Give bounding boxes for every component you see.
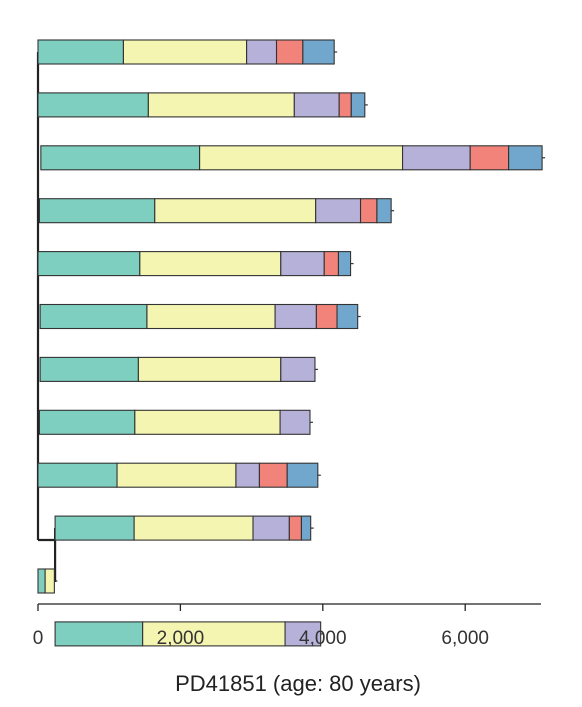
bar-5-segment-2	[139, 251, 282, 277]
bar-10-segment-3	[252, 515, 290, 541]
x-axis: 0 2,000 4,000 6,000	[33, 603, 541, 649]
bar-3-segment-2	[199, 145, 404, 171]
bar-6-segment-4	[315, 303, 338, 330]
bar-4-segment-5	[376, 198, 392, 224]
bar-11-segment-2	[44, 568, 55, 594]
bar-6-segment-1	[39, 303, 148, 330]
bar-6-segment-2	[146, 303, 276, 330]
bar-10	[54, 515, 314, 541]
bar-7	[39, 356, 318, 382]
bar-2-segment-4	[338, 92, 352, 118]
bar-1-segment-2	[122, 39, 248, 65]
bar-10-segment-4	[288, 515, 302, 541]
bar-8-segment-3	[279, 409, 311, 435]
bar-4-segment-2	[154, 198, 317, 224]
bar-7-segment-3	[280, 356, 316, 382]
bar-8-segment-2	[134, 409, 281, 435]
bar-3-segment-3	[401, 145, 471, 171]
bar-2-segment-2	[147, 92, 295, 118]
bar-9-segment-3	[235, 462, 260, 488]
bar-9-segment-2	[116, 462, 237, 488]
bar-11	[37, 568, 58, 594]
bar-5-segment-4	[323, 251, 340, 277]
bar-4-segment-1	[38, 198, 156, 224]
bar-2-segment-5	[350, 92, 366, 118]
bar-9-segment-5	[286, 462, 319, 488]
bar-1	[37, 39, 338, 65]
bar-1-segment-5	[302, 39, 335, 65]
bar-4-segment-3	[315, 198, 362, 224]
bar-2-segment-3	[293, 92, 340, 118]
bar-2-segment-1	[37, 92, 149, 118]
bar-3-segment-1	[40, 145, 201, 171]
x-axis-title: PD41851 (age: 80 years)	[175, 671, 421, 696]
bar-8-segment-1	[38, 409, 136, 435]
bar-11-segment-1	[37, 568, 46, 594]
bar-5	[37, 251, 354, 277]
x-tick-label-6000: 6,000	[441, 628, 489, 649]
bar-10-segment-5	[300, 515, 312, 541]
bar-3-segment-5	[508, 145, 543, 171]
bar-1-segment-4	[275, 39, 304, 65]
bar-12	[54, 621, 324, 647]
x-tick-label-2000: 2,000	[157, 628, 205, 649]
bars	[37, 39, 546, 647]
bar-9-segment-4	[258, 462, 288, 488]
bar-3-segment-4	[469, 145, 510, 171]
bar-9	[37, 462, 321, 488]
x-tick-label-4000: 4,000	[299, 628, 347, 649]
bar-8	[38, 409, 313, 435]
x-tick-label-0: 0	[33, 628, 44, 649]
bar-1-segment-1	[37, 39, 124, 65]
bar-12-segment-1	[54, 621, 144, 647]
bar-4	[38, 198, 395, 224]
bar-7-segment-1	[39, 356, 139, 382]
bar-10-segment-1	[54, 515, 135, 541]
bar-3	[40, 145, 546, 171]
bar-6	[39, 303, 361, 330]
bar-6-segment-3	[274, 303, 317, 330]
bar-10-segment-2	[133, 515, 254, 541]
bar-5-segment-3	[280, 251, 325, 277]
bar-4-segment-4	[359, 198, 378, 224]
bar-7-segment-2	[137, 356, 282, 382]
bar-6-segment-5	[336, 303, 359, 330]
bar-5-segment-1	[37, 251, 141, 277]
bar-1-segment-3	[246, 39, 278, 65]
bar-5-segment-5	[337, 251, 352, 277]
bar-2	[37, 92, 368, 118]
bar-9-segment-1	[37, 462, 118, 488]
